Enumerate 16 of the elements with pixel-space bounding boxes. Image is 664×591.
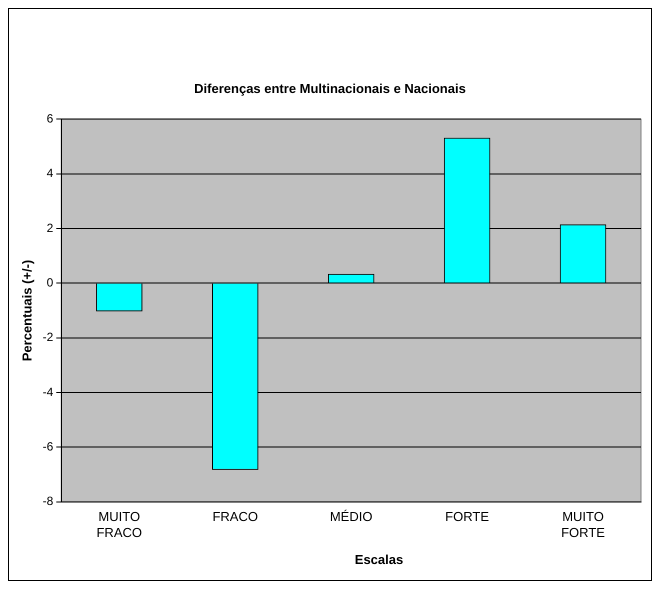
x-tick-label: MÉDIO bbox=[330, 509, 372, 524]
y-tick-label: 4 bbox=[46, 166, 54, 180]
chart-title: Diferenças entre Multinacionais e Nacionais bbox=[193, 81, 467, 96]
y-tick-label: 0 bbox=[46, 275, 54, 290]
x-tick-label: MUITO FRACO bbox=[96, 509, 142, 540]
y-tick-label: -6 bbox=[42, 439, 54, 454]
x-axis-title: Escalas bbox=[354, 552, 404, 567]
x-tick-label: MUITO FORTE bbox=[561, 509, 606, 540]
y-tick-label: 6 bbox=[46, 112, 54, 126]
y-tick-label: -4 bbox=[42, 384, 54, 399]
x-tick-label: FRACO bbox=[212, 509, 258, 524]
y-tick-label: -8 bbox=[42, 494, 54, 508]
x-tick-label: FORTE bbox=[445, 509, 490, 524]
y-tick-label: -2 bbox=[42, 330, 54, 344]
y-tick-label: 2 bbox=[46, 220, 54, 235]
y-axis-title: Percentuais (+/-) bbox=[19, 260, 34, 362]
